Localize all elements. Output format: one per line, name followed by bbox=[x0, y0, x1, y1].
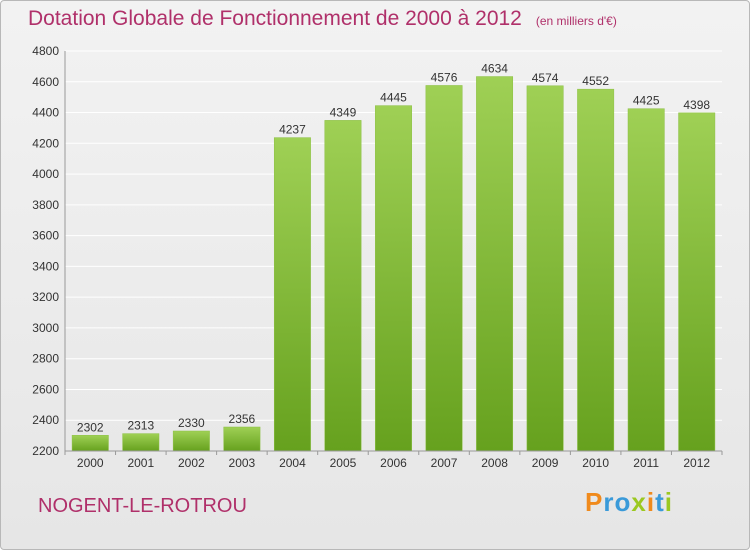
y-tick-label: 2600 bbox=[32, 382, 59, 396]
x-tick-label-2002: 2002 bbox=[178, 456, 205, 470]
x-tick-label-2003: 2003 bbox=[229, 456, 256, 470]
y-tick-label: 3800 bbox=[32, 198, 59, 212]
data-label-2008: 4634 bbox=[481, 62, 508, 76]
bar-2010 bbox=[577, 88, 615, 452]
data-label-2011: 4425 bbox=[633, 94, 660, 108]
axes: 2200 2400 2600 2800 3000 3200 3400 3600 3800 4000… bbox=[32, 44, 723, 470]
x-tick-label-2001: 2001 bbox=[127, 456, 154, 470]
y-tick-label: 4400 bbox=[32, 106, 59, 120]
x-tick-label-2004: 2004 bbox=[279, 456, 306, 470]
x-tick-label-2012: 2012 bbox=[683, 456, 710, 470]
proxiti-logo: Proxiti bbox=[585, 487, 673, 517]
title-text: Dotation Globale de Fonctionnement de 20… bbox=[28, 7, 522, 30]
bar-2006 bbox=[375, 105, 412, 452]
y-tick-label: 2400 bbox=[32, 413, 59, 427]
bar-2009 bbox=[526, 85, 564, 452]
y-tick-label: 3400 bbox=[32, 259, 59, 273]
x-tick-label-2008: 2008 bbox=[481, 456, 508, 470]
y-tick-label: 4000 bbox=[32, 167, 59, 181]
chart-title: Dotation Globale de Fonctionnement de 20… bbox=[28, 7, 617, 31]
y-tick-label: 2800 bbox=[32, 352, 59, 366]
x-tick-label-2005: 2005 bbox=[330, 456, 357, 470]
bar-2007 bbox=[425, 85, 463, 452]
y-tick-label: 3600 bbox=[32, 229, 59, 243]
y-tick-label: 3000 bbox=[32, 321, 59, 335]
commune-name: NOGENT-LE-ROTROU bbox=[38, 495, 247, 517]
x-tick-label-2007: 2007 bbox=[431, 456, 458, 470]
y-tick-label: 4600 bbox=[32, 75, 59, 89]
bar-2011 bbox=[627, 108, 665, 452]
bar-2003 bbox=[223, 426, 261, 452]
x-tick-label-2010: 2010 bbox=[582, 456, 609, 470]
x-tick-label-2011: 2011 bbox=[633, 456, 659, 470]
x-tick-label-2009: 2009 bbox=[532, 456, 559, 470]
chart-subtitle: (en milliers d'€) bbox=[535, 14, 617, 28]
data-label-2001: 2313 bbox=[127, 419, 154, 433]
data-label-2012: 4398 bbox=[683, 98, 710, 112]
bar-2005 bbox=[324, 120, 362, 452]
bar-2002 bbox=[172, 430, 210, 452]
bar-2012 bbox=[678, 112, 716, 452]
x-tick-label-2000: 2000 bbox=[77, 456, 104, 470]
y-tick-label: 4800 bbox=[32, 44, 59, 58]
bar-2000 bbox=[71, 435, 109, 452]
data-label-2000: 2302 bbox=[77, 420, 104, 434]
bars bbox=[71, 76, 716, 452]
x-tick-label-2006: 2006 bbox=[380, 456, 407, 470]
data-labels: 2302 2313 2330 2356 4237 4349 4445 4576 4634 4574… bbox=[77, 62, 710, 435]
data-label-2010: 4552 bbox=[582, 74, 609, 88]
bar-2004 bbox=[273, 137, 311, 452]
data-label-2003: 2356 bbox=[229, 412, 256, 426]
y-tick-label: 4200 bbox=[32, 136, 59, 150]
data-label-2009: 4574 bbox=[532, 71, 559, 85]
data-label-2002: 2330 bbox=[178, 416, 205, 430]
y-tick-label: 3200 bbox=[32, 290, 59, 304]
bar-2008 bbox=[476, 76, 514, 452]
data-label-2006: 4445 bbox=[380, 91, 407, 105]
data-label-2007: 4576 bbox=[431, 70, 458, 84]
bar-2001 bbox=[122, 433, 160, 452]
data-label-2005: 4349 bbox=[330, 105, 357, 119]
y-tick-label: 2200 bbox=[32, 444, 59, 458]
data-label-2004: 4237 bbox=[279, 123, 306, 137]
